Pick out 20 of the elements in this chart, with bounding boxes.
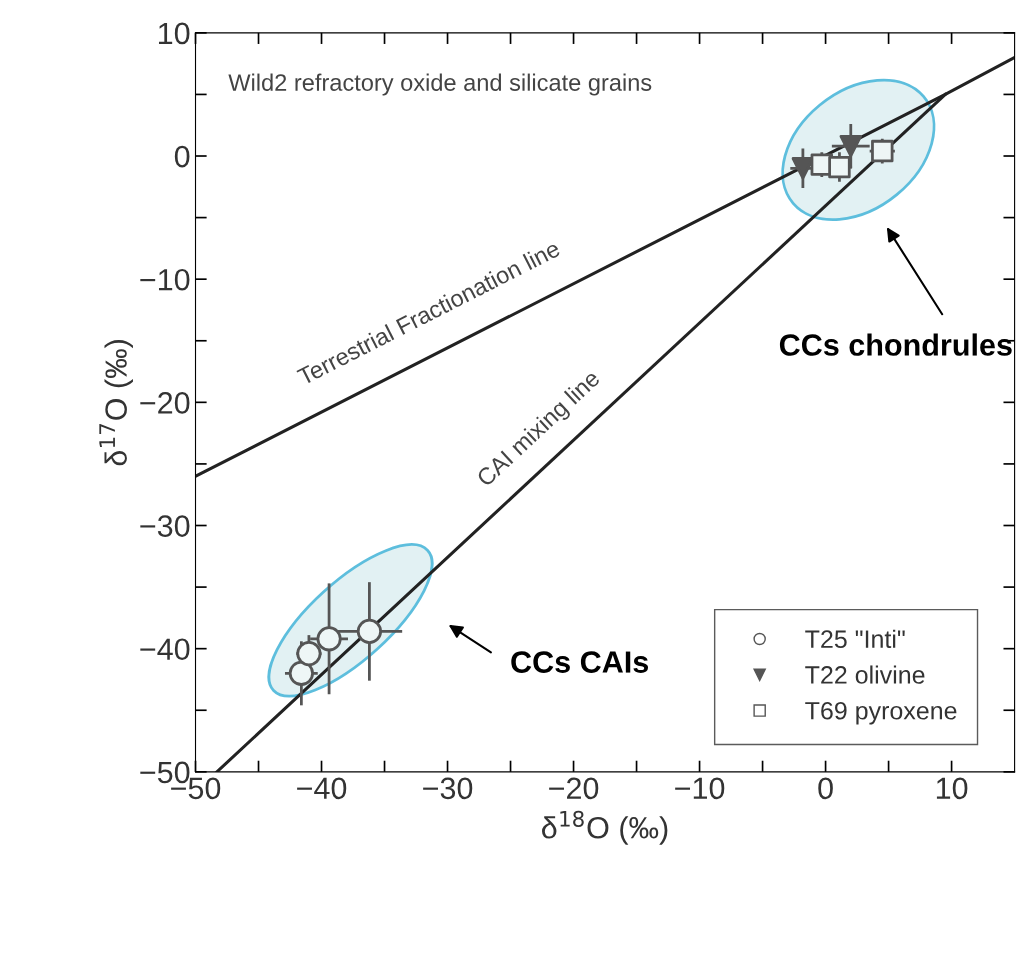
x-tick-label: −40 bbox=[297, 777, 347, 800]
x-tick-label: −20 bbox=[549, 777, 599, 800]
x-tick-label: 0 bbox=[818, 777, 833, 800]
y-tick-label: 0 bbox=[174, 145, 190, 168]
legend-label: T22 olivine bbox=[805, 665, 925, 684]
annotation: CCs CAIs bbox=[511, 651, 649, 673]
x-tick-label: −30 bbox=[423, 777, 473, 800]
y-tick-label: −40 bbox=[140, 638, 190, 661]
x-tick-label: 10 bbox=[936, 777, 968, 800]
y-tick-label: −10 bbox=[140, 268, 190, 291]
x-tick-label: −10 bbox=[675, 777, 725, 800]
y-tick-label: 10 bbox=[159, 22, 190, 45]
y-tick-label: −30 bbox=[140, 515, 190, 537]
y-axis-title: δ$^{17}$O (‰) bbox=[99, 340, 133, 466]
y-tick-label: −20 bbox=[140, 392, 190, 414]
annotation: CCs chondrules bbox=[779, 333, 1012, 356]
legend-label: T25 "Inti" bbox=[805, 629, 905, 648]
legend-label: T69 pyroxene bbox=[805, 701, 957, 725]
x-axis-title: δ$^{18}$O (‰) bbox=[542, 810, 668, 845]
annotation: Wild2 refractory oxide and silicate grains bbox=[228, 73, 652, 96]
